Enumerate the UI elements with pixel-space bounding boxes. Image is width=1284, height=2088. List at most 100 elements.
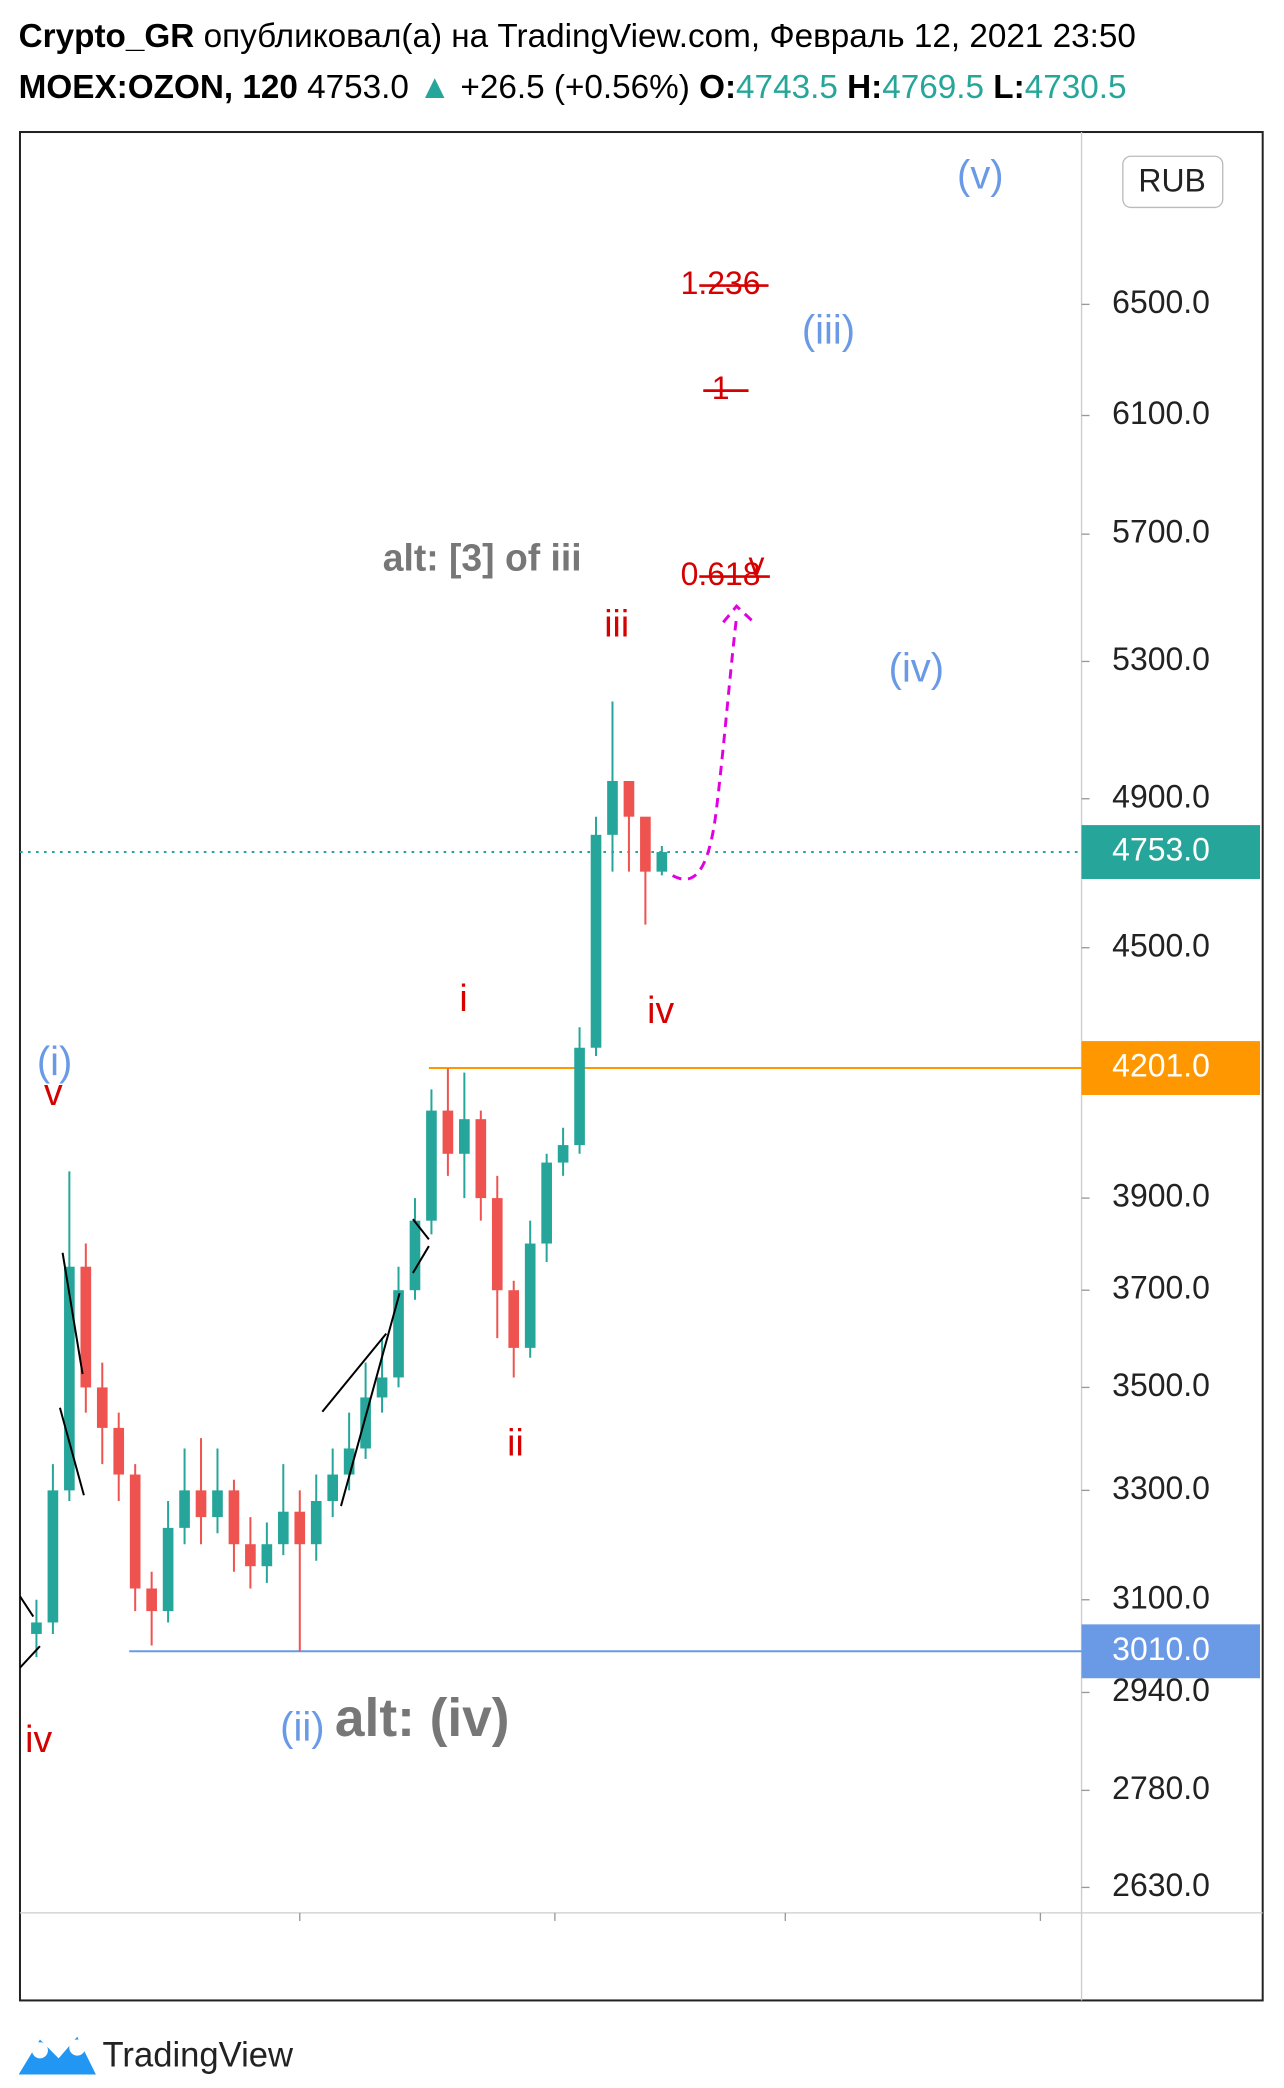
candle-body [310, 1501, 322, 1545]
open-value: 4743.5 [736, 69, 838, 106]
price-label-box [1081, 1624, 1261, 1679]
wave-label: (iv) [889, 645, 944, 690]
candle-body [261, 1544, 273, 1567]
candle-body [146, 1588, 157, 1612]
wave-label: (iii) [802, 307, 855, 352]
trend-lines [19, 1218, 430, 1669]
candle-body [195, 1490, 207, 1518]
high-label: H: [847, 69, 882, 106]
y-tick-label: 5300.0 [1112, 641, 1210, 677]
price-label: 4753.0 [1112, 831, 1210, 867]
candle-body [47, 1490, 59, 1623]
candle-body [475, 1119, 487, 1199]
y-tick-label: 3100.0 [1112, 1579, 1210, 1615]
candle-body [277, 1511, 289, 1545]
wave-label: 0.618 [681, 556, 761, 592]
candle-body [376, 1377, 388, 1398]
candle-body [80, 1266, 92, 1388]
candle-body [524, 1243, 536, 1348]
candle-body [541, 1162, 552, 1244]
price-label: 3010.0 [1112, 1631, 1210, 1667]
candle-body [228, 1490, 240, 1545]
wave-label: (v) [957, 152, 1004, 197]
candle-body [393, 1290, 404, 1378]
price-label-box [1081, 1041, 1261, 1095]
candle-body [245, 1544, 256, 1567]
watermark: TradingView [103, 2035, 294, 2074]
y-tick-label: 3500.0 [1112, 1367, 1210, 1403]
low-label: L: [993, 69, 1024, 106]
candle-body [360, 1397, 371, 1449]
wave-label: iv [647, 989, 674, 1031]
wave-label: alt: (iv) [335, 1688, 510, 1748]
wave-label: alt: [3] of iii [383, 536, 582, 578]
wave-label: ii [507, 1421, 524, 1463]
candle-body [640, 816, 651, 872]
plot-area [19, 701, 1082, 1658]
header-line-1: Crypto_GR опубликовал(а) на TradingView.… [19, 17, 1136, 54]
y-tick-label: 6100.0 [1112, 395, 1210, 431]
y-tick-label: 3300.0 [1112, 1470, 1210, 1506]
candle-body [343, 1448, 355, 1475]
candle-body [162, 1527, 174, 1612]
wave-label: 1 [712, 370, 730, 406]
candle-body [557, 1145, 569, 1163]
wave-label: (ii) [280, 1704, 324, 1749]
change: +26.5 (+0.56%) [460, 69, 689, 106]
header-line-2: MOEX:OZON, 120 4753.0 ▲ +26.5 (+0.56%) O… [19, 69, 1127, 106]
chart-frame [18, 131, 1264, 2002]
y-tick-label: 3900.0 [1112, 1177, 1210, 1213]
candle-body [607, 780, 618, 835]
y-tick-label: 4500.0 [1112, 927, 1210, 963]
candle-body [590, 834, 602, 1048]
published: опубликовал(а) на TradingView.com, Февра… [204, 17, 1136, 54]
candle-body [574, 1047, 585, 1146]
drawings [19, 284, 770, 1669]
wave-label: iii [604, 602, 629, 644]
candle-body [96, 1387, 108, 1428]
symbol: MOEX:OZON, 120 [19, 69, 298, 106]
up-arrow: ▲ [418, 69, 451, 106]
high-value: 4769.5 [882, 69, 984, 106]
candle-body [491, 1198, 503, 1291]
candle-body [294, 1511, 306, 1545]
author: Crypto_GR [19, 17, 195, 54]
wave-label: i [459, 977, 467, 1019]
wave-label: v [749, 545, 765, 581]
candle-body [459, 1119, 470, 1154]
wave-label: 1.236 [681, 265, 761, 301]
open-label: O: [699, 69, 736, 106]
candle-body [179, 1490, 190, 1528]
wave-label: (i) [37, 1039, 72, 1084]
candle-body [442, 1110, 454, 1154]
y-tick-label: 5700.0 [1112, 514, 1210, 550]
currency: RUB [1138, 163, 1205, 199]
candle-body [623, 780, 635, 817]
candle-body [508, 1290, 520, 1348]
y-tick-label: 6500.0 [1112, 284, 1210, 320]
candle-body [129, 1474, 141, 1589]
candle-body [113, 1427, 125, 1475]
candle-body [327, 1474, 339, 1502]
y-tick-label: 3700.0 [1112, 1270, 1210, 1306]
y-tick-label: 2630.0 [1112, 1867, 1210, 1903]
projection [671, 604, 755, 881]
y-tick-label: 4900.0 [1112, 778, 1210, 814]
low-value: 4730.5 [1025, 69, 1127, 106]
currency-box [1122, 155, 1224, 209]
y-tick-label: 2780.0 [1112, 1770, 1210, 1806]
strike-lines [699, 284, 770, 578]
logo [18, 2036, 96, 2075]
candle-body [31, 1622, 42, 1634]
candle-body [409, 1220, 421, 1291]
candle-body [656, 852, 668, 872]
wave-label: iv [25, 1718, 52, 1760]
price-label: 4201.0 [1112, 1047, 1210, 1083]
candle-body [64, 1266, 75, 1491]
candle-body [426, 1110, 437, 1221]
last-price: 4753.0 [307, 69, 409, 106]
price-label-box [1081, 825, 1261, 879]
wave-label: v [44, 1071, 63, 1113]
candle-body [212, 1490, 223, 1518]
